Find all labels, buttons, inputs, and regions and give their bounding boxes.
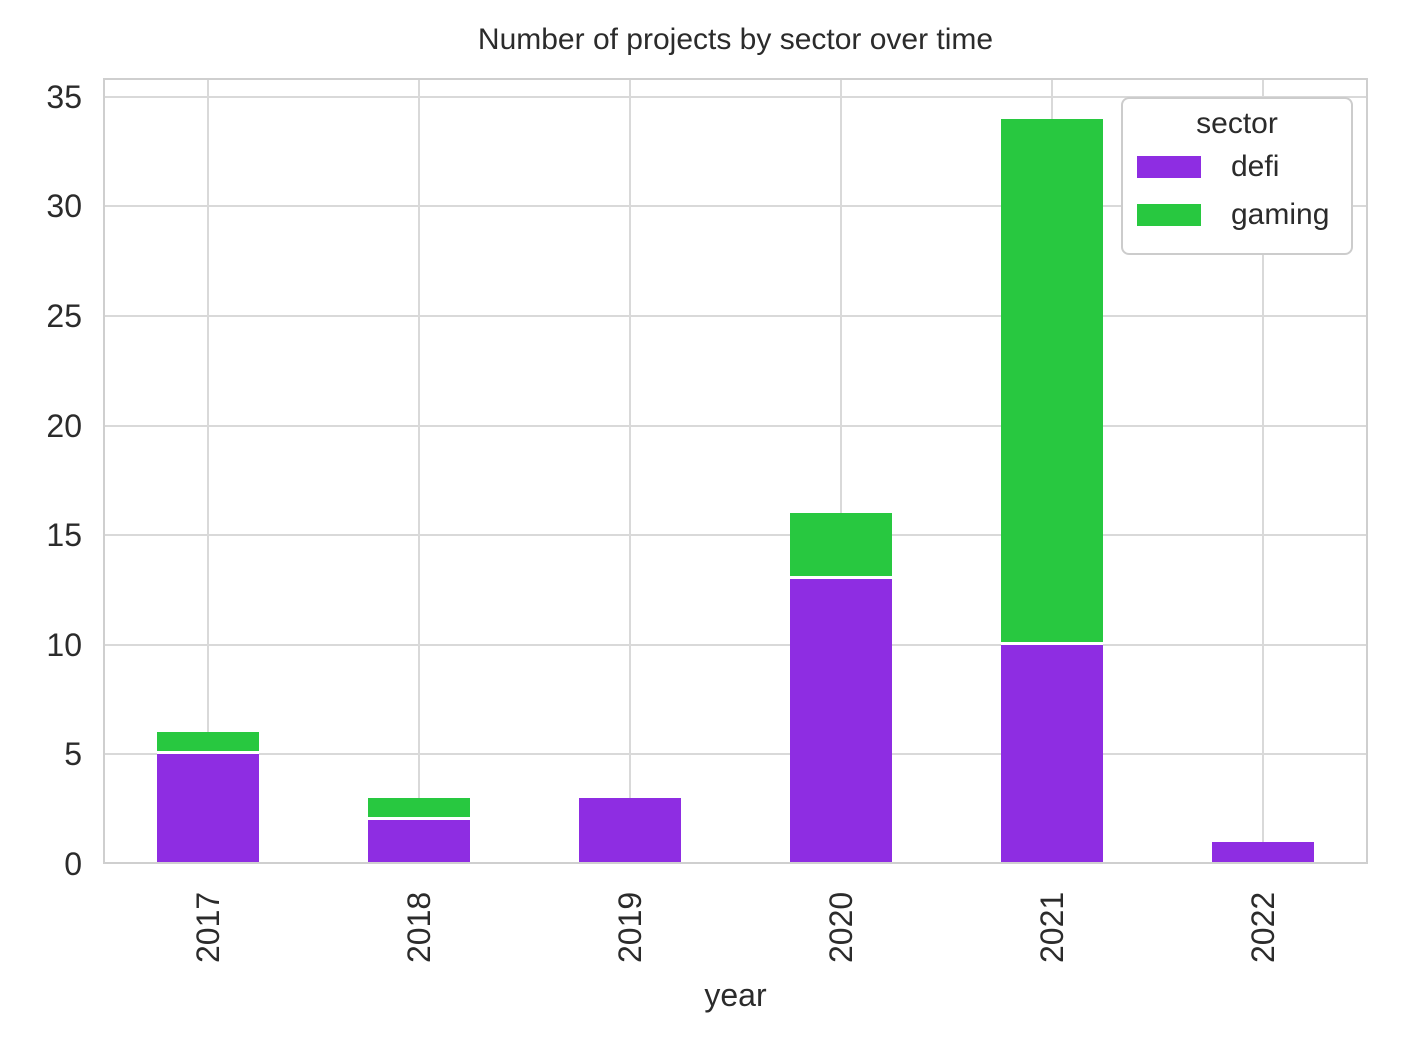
ytick-label-20: 20	[46, 407, 82, 444]
legend-row-defi: defi	[1123, 143, 1351, 191]
ytick-label-25: 25	[46, 298, 82, 335]
gridline-x-2020	[839, 78, 842, 864]
gridline-y-5	[103, 753, 1368, 756]
bar-2021-gaming	[1000, 118, 1103, 645]
gridline-x-2019	[629, 78, 632, 864]
bar-2017-gaming	[157, 732, 260, 755]
xtick-label-2019: 2019	[612, 891, 649, 963]
xtick-label-2017: 2017	[190, 891, 227, 963]
legend-swatch-defi	[1137, 156, 1201, 178]
gridline-y-10	[103, 643, 1368, 646]
bar-2022-defi	[1211, 842, 1314, 864]
gridline-y-15	[103, 534, 1368, 537]
gridline-x-2018	[418, 78, 421, 864]
legend: sector defi gaming	[1121, 97, 1353, 255]
legend-title: sector	[1196, 107, 1278, 140]
legend-row-gaming: gaming	[1123, 191, 1351, 239]
bar-2018-defi	[368, 820, 471, 864]
bar-2020-gaming	[789, 513, 892, 580]
ytick-label-5: 5	[64, 736, 82, 773]
ytick-label-15: 15	[46, 517, 82, 554]
gridline-x-2022	[1261, 78, 1264, 864]
xtick-label-2022: 2022	[1244, 891, 1281, 963]
bar-2018-gaming	[368, 798, 471, 821]
legend-label-gaming: gaming	[1231, 198, 1330, 231]
x-axis-label: year	[704, 977, 767, 1013]
bar-2019-defi	[579, 798, 682, 864]
ytick-label-35: 35	[46, 78, 82, 115]
ytick-label-30: 30	[46, 188, 82, 225]
bar-2021-defi	[1000, 644, 1103, 864]
gridline-x-2017	[207, 78, 210, 864]
xtick-label-2020: 2020	[822, 891, 859, 963]
bar-2017-defi	[157, 754, 260, 864]
chart-title: Number of projects by sector over time	[477, 23, 994, 56]
legend-label-defi: defi	[1231, 150, 1280, 183]
xtick-label-2018: 2018	[401, 891, 438, 963]
ytick-label-0: 0	[64, 846, 82, 882]
xtick-label-2021: 2021	[1033, 891, 1070, 963]
gridline-y-25	[103, 315, 1368, 318]
gridline-y-35	[103, 95, 1368, 98]
gridline-y-30	[103, 205, 1368, 208]
gridline-y-20	[103, 424, 1368, 427]
bar-2020-defi	[789, 579, 892, 864]
ytick-label-10: 10	[46, 626, 82, 663]
legend-swatch-gaming	[1137, 204, 1201, 226]
